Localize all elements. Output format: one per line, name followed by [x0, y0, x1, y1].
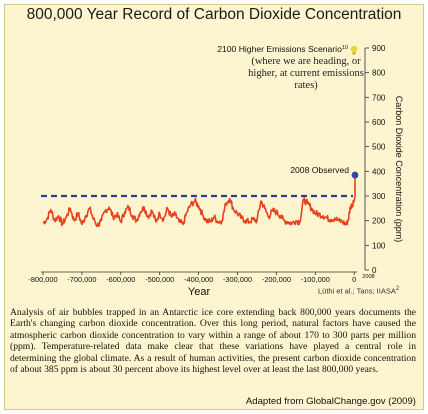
chart-panel — [4, 4, 424, 410]
y-tick-label-500: 500 — [372, 143, 386, 152]
x-tick-label-0: -800,000 — [28, 275, 57, 284]
y-tick-label-600: 600 — [372, 118, 386, 127]
chart-caption: Analysis of air bubbles trapped in an An… — [10, 307, 416, 376]
y-tick-label-400: 400 — [372, 167, 386, 176]
y-tick-label-900: 900 — [372, 44, 386, 53]
x-tick-label-7: -100,000 — [301, 275, 330, 284]
x-tick-label-8: 0 — [352, 275, 356, 284]
source-credit: Adapted from GlobalChange.gov (2009) — [245, 396, 416, 407]
x-tick-label-1: -700,000 — [67, 275, 96, 284]
projection-footnote: 10 — [342, 45, 348, 51]
x-tick-label-6: -200,000 — [262, 275, 291, 284]
projection-note: (where we are heading, or higher, at cur… — [248, 56, 364, 91]
credit-footnote: 2 — [395, 286, 400, 292]
credit-text: Lüthi et al.; Tans; IIASA — [318, 286, 396, 296]
x-tick-label-5: -300,000 — [223, 275, 252, 284]
x-tick-label-3: -500,000 — [145, 275, 174, 284]
co2-chart: 2008 Observed 2100 Higher Emissions Scena… — [28, 44, 404, 298]
chart-title: 800,000 Year Record of Carbon Dioxide Co… — [26, 6, 402, 23]
x-tick-label-4: -400,000 — [184, 275, 213, 284]
x-end-label-2008: 2008 — [362, 274, 374, 280]
data-credit: Lüthi et al.; Tans; IIASA2 — [318, 286, 399, 296]
x-tick-label-2: -600,000 — [106, 275, 135, 284]
y-tick-label-100: 100 — [372, 241, 386, 250]
projection-2100-marker — [350, 45, 358, 53]
co2-series-line — [42, 175, 356, 228]
observed-2008-marker — [351, 171, 359, 179]
y-tick-label-300: 300 — [372, 192, 386, 201]
projection-marker-base — [352, 52, 356, 55]
y-tick-label-0: 0 — [372, 266, 377, 275]
x-axis-label: Year — [188, 286, 211, 298]
y-axis-label: Carbon Dioxide Concentration (ppm) — [394, 96, 404, 243]
y-tick-label-700: 700 — [372, 93, 386, 102]
observed-2008-label: 2008 Observed — [290, 165, 349, 175]
y-tick-label-200: 200 — [372, 217, 386, 226]
projection-2100-label: 2100 Higher Emissions Scenario10 — [217, 44, 348, 54]
y-tick-label-800: 800 — [372, 69, 386, 78]
